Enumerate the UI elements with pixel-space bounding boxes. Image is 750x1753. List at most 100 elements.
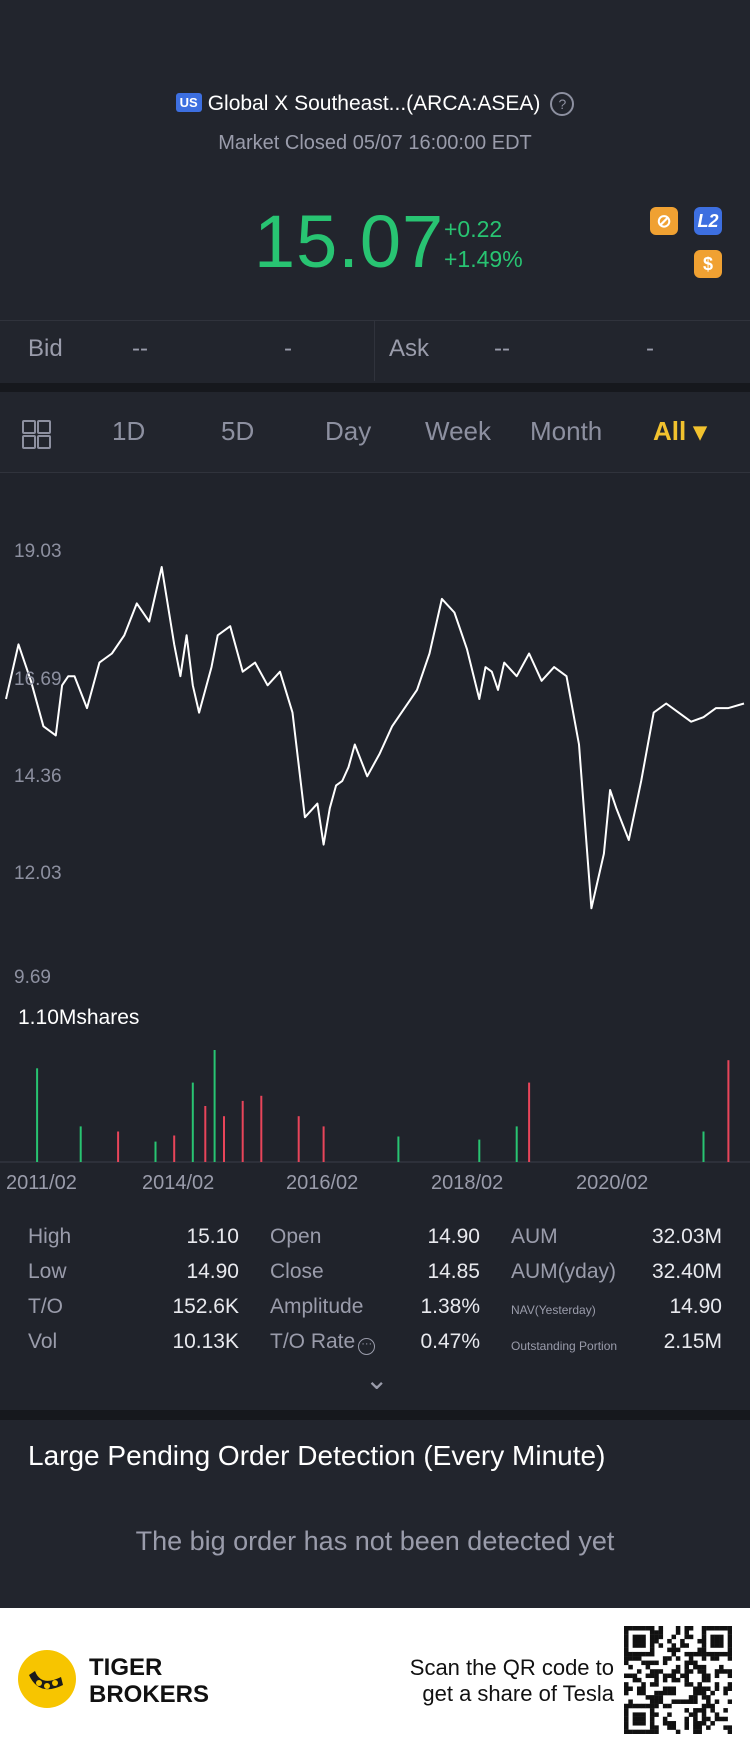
qr-module xyxy=(710,1634,715,1640)
qr-module xyxy=(693,1716,698,1722)
qr-module xyxy=(684,1660,689,1666)
qr-module xyxy=(624,1716,629,1722)
qr-module xyxy=(697,1682,702,1687)
qr-module xyxy=(719,1638,724,1644)
ask-price: -- xyxy=(494,335,510,362)
qr-module xyxy=(649,1682,655,1687)
qr-code[interactable] xyxy=(624,1626,732,1734)
qr-module xyxy=(719,1634,724,1640)
qr-module xyxy=(701,1690,707,1696)
price-line-chart[interactable] xyxy=(0,530,750,990)
qr-module xyxy=(649,1673,655,1679)
qr-module xyxy=(649,1695,655,1700)
volume-bar xyxy=(727,1060,730,1162)
qr-module xyxy=(645,1626,651,1631)
qr-module xyxy=(727,1634,732,1640)
bid-label: Bid xyxy=(28,335,63,362)
no-short-icon[interactable]: ⊘ xyxy=(650,207,678,235)
qr-module xyxy=(641,1721,646,1726)
stat-value-open: 14.90 xyxy=(427,1225,480,1248)
info-dots-icon[interactable]: ··· xyxy=(358,1338,376,1355)
qr-module xyxy=(693,1721,698,1726)
qr-module xyxy=(671,1690,677,1696)
volume-bar-chart[interactable] xyxy=(0,1040,750,1165)
promo-line1: Scan the QR code to xyxy=(409,1655,614,1680)
qr-module xyxy=(632,1677,638,1683)
qr-module xyxy=(684,1682,689,1687)
qr-module xyxy=(658,1695,664,1700)
qr-module xyxy=(628,1673,633,1679)
qr-module xyxy=(636,1703,642,1709)
qr-module xyxy=(684,1725,689,1730)
qr-module xyxy=(667,1686,672,1691)
qr-module xyxy=(714,1716,720,1722)
qr-module xyxy=(628,1729,633,1734)
qr-module xyxy=(667,1673,672,1679)
expand-chevron-icon[interactable]: ⌄ xyxy=(365,1364,389,1395)
tab-5d[interactable]: 5D xyxy=(221,416,255,446)
stat-label-aum: AUM xyxy=(511,1225,558,1248)
qr-module xyxy=(706,1651,711,1657)
qr-module xyxy=(688,1712,694,1717)
qr-module xyxy=(714,1651,720,1657)
qr-module xyxy=(701,1708,707,1713)
qr-module xyxy=(697,1638,702,1644)
qr-module xyxy=(719,1651,724,1657)
help-icon[interactable]: ? xyxy=(550,92,575,116)
tab-all[interactable]: All ▾ xyxy=(653,416,707,446)
qr-module xyxy=(701,1643,707,1648)
qr-module xyxy=(706,1677,711,1683)
volume-bar xyxy=(702,1131,705,1162)
tab-week[interactable]: Week xyxy=(425,416,491,446)
qr-module xyxy=(641,1634,646,1640)
quote-header: US Global X Southeast...(ARCA:ASEA)? Mark… xyxy=(0,0,750,320)
qr-module xyxy=(710,1656,715,1661)
qr-module xyxy=(675,1647,681,1653)
qr-module xyxy=(688,1699,694,1704)
bid-ask-bar: Bid -- - Ask -- - xyxy=(0,320,750,383)
qr-module xyxy=(658,1626,664,1631)
qr-module xyxy=(649,1669,655,1674)
dollar-icon[interactable]: $ xyxy=(694,250,722,278)
qr-module xyxy=(662,1686,668,1691)
tab-1d[interactable]: 1D xyxy=(112,416,146,446)
qr-module xyxy=(624,1626,629,1631)
qr-module xyxy=(710,1651,715,1657)
qr-module xyxy=(723,1669,728,1674)
stat-value-close: 14.85 xyxy=(427,1260,480,1283)
qr-module xyxy=(675,1669,681,1674)
qr-module xyxy=(662,1703,668,1709)
x-tick-label: 2016/02 xyxy=(286,1172,359,1194)
qr-module xyxy=(684,1626,689,1631)
qr-module xyxy=(701,1656,707,1661)
quote-stats: High 15.10 Open 14.90 AUM 32.03M Low 14.… xyxy=(0,1220,750,1410)
qr-module xyxy=(723,1708,728,1713)
qr-module xyxy=(632,1721,638,1726)
security-title[interactable]: Global X Southeast...(ARCA:ASEA) xyxy=(207,92,541,115)
qr-module xyxy=(710,1626,715,1631)
qr-module xyxy=(654,1690,659,1696)
qr-module xyxy=(706,1703,711,1709)
qr-module xyxy=(649,1699,655,1704)
large-order-title: Large Pending Order Detection (Every Min… xyxy=(28,1440,606,1471)
qr-module xyxy=(654,1630,659,1635)
qr-module xyxy=(714,1682,720,1687)
level2-icon[interactable]: L2 xyxy=(694,207,722,235)
qr-module xyxy=(662,1656,668,1661)
qr-module xyxy=(727,1643,732,1648)
qr-module xyxy=(658,1634,664,1640)
qr-module xyxy=(632,1634,638,1640)
qr-module xyxy=(727,1699,732,1704)
tab-day[interactable]: Day xyxy=(325,416,372,446)
qr-module xyxy=(649,1721,655,1726)
chart-layout-icon[interactable] xyxy=(22,420,51,449)
tab-month[interactable]: Month xyxy=(530,416,603,446)
qr-module xyxy=(714,1626,720,1631)
qr-module xyxy=(649,1647,655,1653)
qr-module xyxy=(693,1695,698,1700)
qr-module xyxy=(645,1651,651,1657)
qr-module xyxy=(697,1729,702,1734)
y-tick-label: 9.69 xyxy=(14,967,51,988)
qr-module xyxy=(671,1677,677,1683)
qr-module xyxy=(671,1686,677,1691)
